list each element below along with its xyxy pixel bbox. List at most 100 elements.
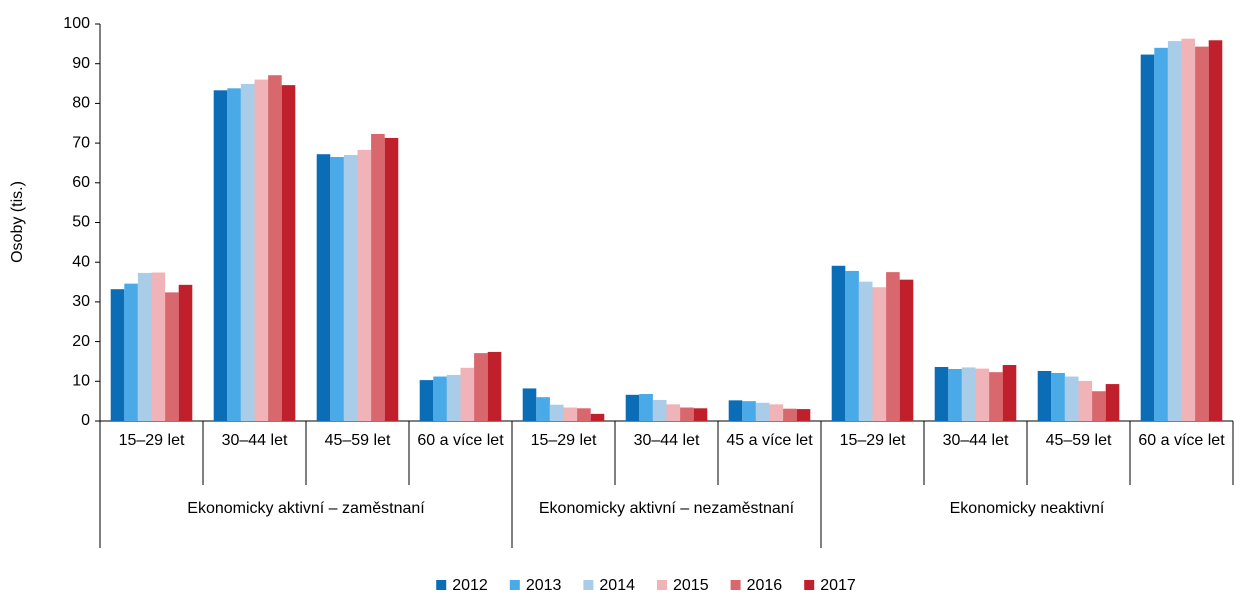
bar (625, 394, 640, 421)
legend-label: 2014 (599, 577, 635, 594)
bar (151, 272, 166, 421)
bar (886, 272, 900, 421)
bar (961, 367, 976, 421)
bar (330, 156, 344, 421)
bar (666, 404, 681, 421)
bar (357, 149, 372, 421)
bar (639, 394, 653, 421)
bar (975, 368, 990, 421)
y-tick-label: 60 (72, 174, 90, 191)
bar (1181, 38, 1196, 422)
bar (796, 409, 811, 421)
legend-label: 2013 (526, 577, 562, 594)
bar (281, 85, 296, 421)
bar (1002, 365, 1017, 421)
bar (124, 283, 138, 421)
bar (460, 367, 475, 421)
bar (254, 79, 269, 421)
bar (110, 289, 125, 421)
bar (590, 413, 605, 421)
bar (680, 407, 694, 421)
y-tick-label: 80 (72, 95, 90, 112)
bar (268, 75, 282, 421)
group-label: Ekonomicky aktivní – nezaměstnaní (538, 500, 795, 517)
bar (419, 380, 434, 421)
bar (1092, 391, 1106, 421)
bar (1154, 47, 1168, 421)
y-tick-label: 70 (72, 134, 90, 151)
bar (549, 404, 564, 421)
y-tick-label: 30 (72, 293, 90, 310)
legend-swatch (436, 580, 447, 590)
bar (1140, 54, 1155, 421)
legend-label: 2016 (747, 577, 783, 594)
bar (769, 404, 784, 421)
legend-swatch (730, 580, 741, 590)
y-axis-label: Osoby (tis.) (9, 181, 26, 263)
bar (728, 400, 743, 421)
bar (446, 374, 461, 421)
x-tick-label: 30–44 let (942, 432, 1009, 449)
y-tick-label: 40 (72, 253, 90, 270)
bar (137, 272, 152, 421)
bar (165, 292, 179, 421)
bar (948, 368, 962, 421)
bar (343, 155, 358, 421)
x-tick-label: 60 a více let (1138, 432, 1225, 449)
bar (316, 154, 331, 421)
x-tick-label: 15–29 let (118, 432, 185, 449)
bar (989, 372, 1003, 421)
bar (845, 270, 859, 421)
bar (213, 90, 228, 421)
x-tick-label: 45–59 let (324, 432, 391, 449)
group-label: Ekonomicky neaktivní (949, 500, 1105, 517)
bar (474, 353, 488, 421)
bar (1037, 370, 1052, 421)
x-tick-label: 15–29 let (839, 432, 906, 449)
bar (783, 408, 797, 421)
bar (899, 279, 914, 421)
bar (1078, 380, 1093, 421)
bar (240, 83, 255, 422)
bar (652, 399, 667, 421)
bar (433, 376, 447, 421)
bar (742, 401, 756, 421)
legend-swatch (804, 580, 815, 590)
legend-label: 2015 (673, 577, 709, 594)
bar (536, 397, 550, 421)
bar (577, 408, 591, 421)
bar (693, 408, 708, 421)
y-tick-label: 50 (72, 214, 90, 231)
bar (872, 287, 887, 421)
legend-swatch (657, 580, 667, 590)
bar (1105, 384, 1120, 421)
bar (487, 351, 502, 421)
bar (522, 388, 537, 421)
legend-swatch (583, 580, 594, 590)
legend-swatch (509, 580, 520, 590)
bar (178, 284, 193, 421)
y-tick-label: 10 (72, 373, 90, 390)
bar (755, 402, 770, 421)
legend-label: 2012 (452, 577, 488, 594)
bar (384, 137, 399, 421)
x-tick-label: 60 a více let (417, 432, 504, 449)
y-tick-label: 100 (63, 15, 90, 32)
bar (1051, 372, 1065, 421)
x-tick-label: 30–44 let (221, 432, 288, 449)
y-tick-label: 20 (72, 333, 90, 350)
x-tick-label: 30–44 let (633, 432, 700, 449)
x-tick-label: 15–29 let (530, 432, 597, 449)
y-tick-label: 0 (81, 412, 90, 429)
y-tick-label: 90 (72, 55, 90, 72)
legend-label: 2017 (820, 577, 856, 594)
bar (1195, 46, 1209, 422)
bar (1064, 376, 1079, 421)
x-tick-label: 45–59 let (1045, 432, 1112, 449)
bar (934, 367, 949, 421)
bar (563, 407, 578, 421)
group-label: Ekonomicky aktivní – zaměstnaní (187, 500, 425, 517)
bar (227, 88, 241, 422)
